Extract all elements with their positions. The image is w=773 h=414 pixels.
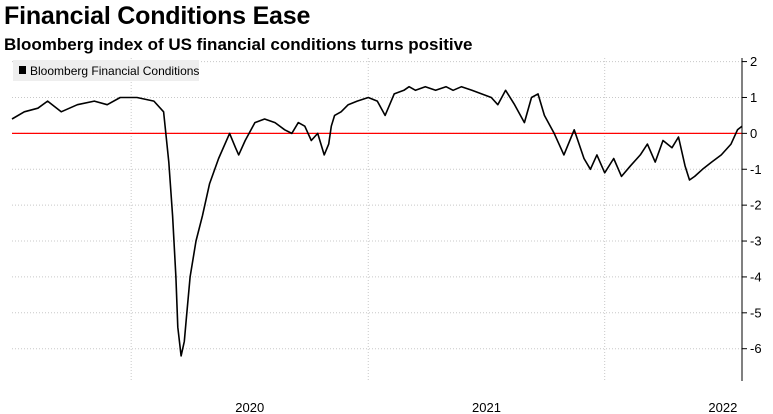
y-tick-label: 1 [750, 90, 757, 105]
y-tick-label: -6 [750, 341, 762, 356]
x-tick-label: 2022 [708, 400, 737, 414]
x-tick-label: 2020 [235, 400, 264, 414]
y-tick-label: -4 [750, 269, 762, 284]
chart-subtitle: Bloomberg index of US financial conditio… [4, 35, 473, 54]
chart-title: Financial Conditions Ease [4, 2, 311, 30]
x-tick-label: 2021 [472, 400, 501, 414]
y-tick-label: -3 [750, 234, 762, 249]
y-tick-label: -1 [750, 162, 762, 177]
y-axis: 2 1 0 -1 -2 -3 -4 -5 -6 [742, 54, 762, 356]
y-tick-label: 2 [750, 54, 757, 69]
x-axis: 2020 2021 2022 [235, 400, 737, 414]
y-tick-label: -5 [750, 305, 762, 320]
horizontal-gridlines [12, 61, 742, 350]
plot-area [11, 58, 743, 381]
legend-box [13, 60, 199, 81]
legend-label: Bloomberg Financial Conditions [30, 64, 199, 78]
series-line-bloomberg-financial-conditions [11, 85, 743, 357]
y-tick-label: -2 [750, 198, 762, 213]
legend: Bloomberg Financial Conditions [13, 60, 199, 81]
legend-swatch [19, 66, 26, 74]
y-tick-label: 0 [750, 126, 757, 141]
